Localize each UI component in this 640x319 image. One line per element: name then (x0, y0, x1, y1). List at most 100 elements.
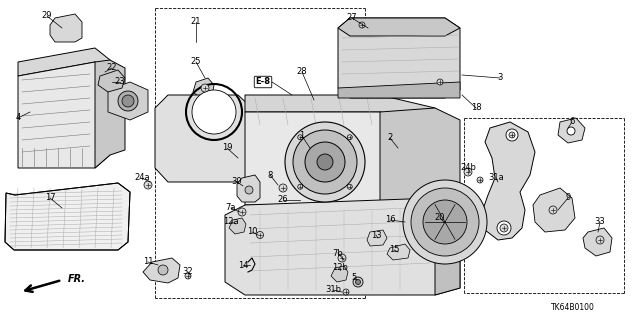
Circle shape (355, 279, 360, 285)
Polygon shape (5, 183, 130, 250)
Text: 19: 19 (221, 144, 232, 152)
Circle shape (596, 236, 604, 244)
Text: 29: 29 (42, 11, 52, 20)
Circle shape (348, 135, 352, 140)
Polygon shape (338, 18, 460, 98)
Text: 3: 3 (497, 73, 502, 83)
Text: 4: 4 (15, 114, 20, 122)
Circle shape (257, 232, 264, 239)
Text: 12a: 12a (223, 218, 239, 226)
Circle shape (122, 95, 134, 107)
Polygon shape (245, 95, 435, 125)
Circle shape (506, 129, 518, 141)
Circle shape (567, 127, 575, 135)
Polygon shape (435, 198, 460, 295)
Circle shape (293, 130, 357, 194)
Circle shape (437, 79, 443, 85)
Text: E-8: E-8 (255, 78, 271, 86)
Text: 30: 30 (232, 177, 243, 187)
Text: 18: 18 (470, 103, 481, 113)
Circle shape (201, 84, 209, 92)
Circle shape (192, 90, 236, 134)
Text: 32: 32 (182, 268, 193, 277)
Polygon shape (18, 62, 110, 168)
Polygon shape (380, 108, 460, 205)
Text: 15: 15 (388, 246, 399, 255)
Text: 14: 14 (237, 261, 248, 270)
Circle shape (423, 200, 467, 244)
Text: 28: 28 (297, 68, 307, 77)
Circle shape (305, 142, 345, 182)
Text: 24b: 24b (460, 164, 476, 173)
Polygon shape (338, 18, 460, 36)
Polygon shape (331, 266, 348, 282)
Circle shape (298, 135, 303, 140)
Circle shape (317, 154, 333, 170)
Polygon shape (108, 82, 148, 120)
Text: 11: 11 (143, 257, 153, 266)
Text: 7b: 7b (333, 249, 344, 257)
Text: 24a: 24a (134, 174, 150, 182)
Circle shape (497, 221, 511, 235)
Circle shape (464, 168, 472, 176)
Text: 9: 9 (565, 194, 571, 203)
Polygon shape (245, 112, 435, 205)
Polygon shape (387, 244, 410, 260)
Circle shape (343, 289, 349, 295)
Circle shape (403, 180, 487, 264)
Circle shape (500, 224, 508, 232)
Polygon shape (558, 118, 585, 143)
Text: 21: 21 (191, 18, 201, 26)
Circle shape (238, 208, 246, 216)
Text: 33: 33 (595, 218, 605, 226)
Text: 6: 6 (570, 117, 575, 127)
Text: 13: 13 (371, 231, 381, 240)
Polygon shape (583, 228, 612, 256)
Polygon shape (229, 218, 246, 234)
Polygon shape (338, 82, 460, 98)
Circle shape (359, 22, 365, 28)
Circle shape (279, 184, 287, 192)
Text: FR.: FR. (68, 274, 86, 284)
Text: 10: 10 (247, 227, 257, 236)
Text: 2: 2 (387, 133, 392, 143)
Text: 16: 16 (385, 216, 396, 225)
Text: 7a: 7a (226, 204, 236, 212)
Polygon shape (143, 258, 180, 283)
Circle shape (280, 186, 285, 190)
Polygon shape (18, 48, 110, 76)
Circle shape (158, 265, 168, 275)
Polygon shape (155, 95, 252, 182)
Polygon shape (193, 78, 214, 98)
Text: TK64B0100: TK64B0100 (551, 303, 595, 313)
Text: 25: 25 (191, 57, 201, 66)
Polygon shape (237, 175, 260, 202)
Polygon shape (367, 230, 387, 246)
Polygon shape (98, 70, 125, 92)
Text: 5: 5 (351, 273, 356, 283)
Circle shape (118, 91, 138, 111)
Circle shape (411, 188, 479, 256)
Polygon shape (482, 122, 535, 240)
Text: 23: 23 (115, 78, 125, 86)
Text: 22: 22 (107, 63, 117, 72)
Polygon shape (533, 188, 575, 232)
Circle shape (338, 254, 346, 262)
Text: 31b: 31b (325, 286, 341, 294)
Polygon shape (225, 198, 460, 295)
Text: 1: 1 (300, 131, 305, 140)
Polygon shape (95, 60, 125, 168)
Circle shape (509, 132, 515, 138)
Text: 12b: 12b (332, 263, 348, 272)
Text: 27: 27 (347, 13, 357, 23)
Circle shape (245, 186, 253, 194)
Circle shape (144, 181, 152, 189)
Text: 26: 26 (278, 196, 288, 204)
Text: 20: 20 (435, 213, 445, 222)
Circle shape (285, 122, 365, 202)
Circle shape (549, 206, 557, 214)
Circle shape (298, 184, 303, 189)
Circle shape (348, 184, 352, 189)
Text: 17: 17 (45, 194, 55, 203)
Circle shape (477, 177, 483, 183)
